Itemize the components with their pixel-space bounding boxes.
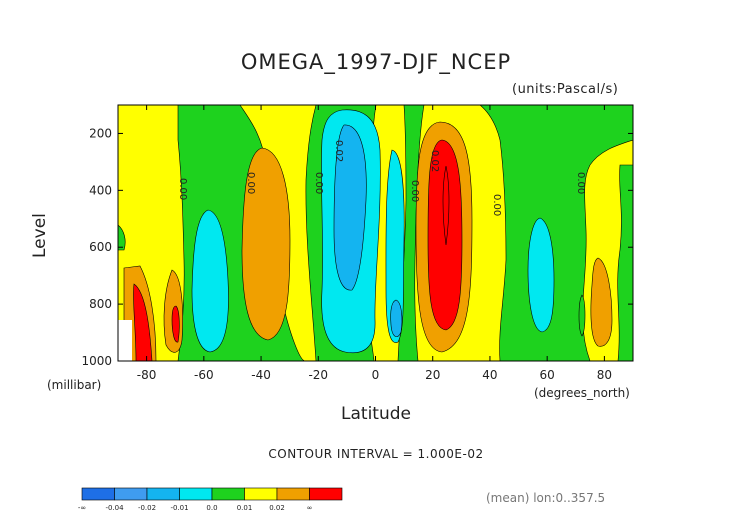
- footer-note: (mean) lon:0..357.5: [486, 491, 606, 505]
- colorbar-swatch: [114, 487, 148, 501]
- contour-region-green-ne-small: [578, 294, 586, 337]
- contour-label: 0.00: [491, 194, 502, 216]
- y-tick-label: 800: [89, 297, 112, 311]
- x-tick-label: 0: [372, 368, 380, 382]
- missing-data-patch: [118, 320, 132, 361]
- colorbar-swatch: [146, 487, 180, 501]
- plot-area: [118, 105, 633, 361]
- contour-label: 0.00: [313, 172, 324, 194]
- contour-region-neg-ne: [479, 105, 633, 361]
- axes: -80 -60 -40 -20 0 20 40 60 80 200 400 600 800 1000: [81, 105, 633, 382]
- y-axis-label: Level: [30, 213, 50, 258]
- colorbar-label: -0.02: [138, 504, 156, 512]
- x-tick-label: -80: [137, 368, 157, 382]
- x-tick-label: 40: [482, 368, 497, 382]
- colorbar-label: 0.0: [206, 504, 217, 512]
- contour-label: 0.02: [333, 140, 344, 162]
- contour-region-cyan-west: [191, 209, 229, 353]
- contour-labels: 0.00 0.00 0.00 0.02 0.00 0.02 0.00 0.00: [177, 140, 586, 216]
- contour-region-cyan-eq: [385, 149, 405, 343]
- y-tick-label: 400: [89, 183, 112, 197]
- contour-region-orange-ne: [590, 257, 613, 347]
- x-tick-label: -40: [251, 368, 271, 382]
- contour-region-blue-tropics: [333, 124, 367, 291]
- colorbar-label: -0.01: [170, 504, 188, 512]
- colorbar-swatch: [81, 487, 115, 501]
- chart-title: OMEGA_1997-DJF_NCEP: [240, 50, 512, 74]
- contour-region-orange-mid: [241, 147, 291, 341]
- contour-region-red-sw1: [133, 283, 153, 361]
- colorbar-label: -∞: [78, 504, 86, 512]
- contour-label: 0.00: [409, 180, 420, 202]
- colorbar-swatch: [211, 487, 245, 501]
- contour-region-neg-sw: [118, 224, 126, 251]
- y-tick-label: 200: [89, 126, 112, 140]
- y-axis-unit: (millibar): [47, 378, 102, 392]
- colorbar-swatch: [179, 487, 213, 501]
- contour-label: 0.00: [575, 172, 586, 194]
- x-tick-label: 60: [540, 368, 555, 382]
- colorbar-label: ∞: [307, 504, 313, 512]
- x-tick-label: 80: [597, 368, 612, 382]
- contour-region-cyan-ne: [527, 217, 555, 333]
- contour-line-red-inner: [442, 165, 450, 246]
- contour-region-red-sw2: [171, 305, 180, 343]
- colorbar-label: -0.04: [105, 504, 124, 512]
- colorbar: -∞ -0.04 -0.02 -0.01 0.0 0.01 0.02 ∞: [78, 487, 343, 512]
- colorbar-label: 0.01: [237, 504, 253, 512]
- colorbar-swatch: [244, 487, 278, 501]
- x-axis-label: Latitude: [341, 404, 411, 424]
- colorbar-label: 0.02: [269, 504, 285, 512]
- contour-label: 0.02: [429, 150, 440, 172]
- y-tick-label: 600: [89, 240, 112, 254]
- contour-region-neg-se: [617, 164, 633, 361]
- x-tick-label: -60: [194, 368, 214, 382]
- x-axis-unit: (degrees_north): [534, 386, 630, 400]
- x-tick-label: -20: [308, 368, 328, 382]
- colorbar-swatch: [309, 487, 343, 501]
- y-tick-label: 1000: [81, 354, 112, 368]
- contour-interval-text: CONTOUR INTERVAL = 1.000E-02: [268, 447, 484, 461]
- contour-label: 0.00: [177, 178, 188, 200]
- colorbar-swatch: [276, 487, 310, 501]
- x-tick-label: 20: [425, 368, 440, 382]
- contour-label: 0.00: [245, 172, 256, 194]
- chart-subtitle: (units:Pascal/s): [512, 82, 619, 97]
- contour-region-blue-eq: [390, 299, 403, 338]
